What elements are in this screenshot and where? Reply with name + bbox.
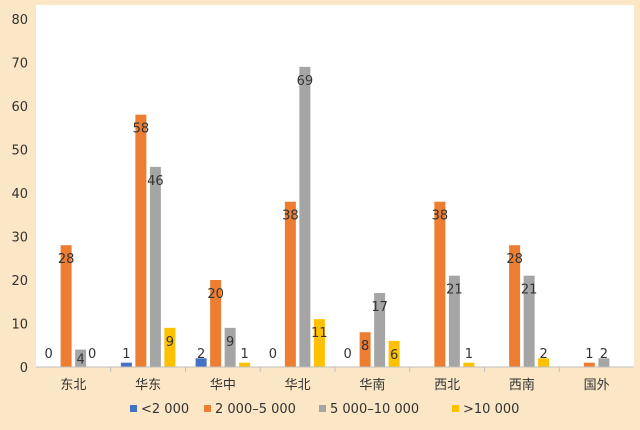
y-tick-label: 20 xyxy=(11,274,28,289)
bar xyxy=(523,275,535,367)
data-label: 1 xyxy=(122,347,130,362)
bar xyxy=(313,319,325,367)
data-label: 69 xyxy=(297,74,314,89)
legend-swatch xyxy=(204,405,211,412)
y-tick-label: 60 xyxy=(11,100,28,115)
bar xyxy=(388,340,400,367)
y-tick-label: 40 xyxy=(11,187,28,202)
category-label: 西南 xyxy=(509,377,535,393)
bar xyxy=(195,358,207,367)
category-label: 华东 xyxy=(135,378,161,393)
legend-label: 5 000–10 000 xyxy=(330,402,419,417)
category-label: 华北 xyxy=(285,378,311,393)
data-label: 2 xyxy=(539,347,547,362)
bar xyxy=(509,245,521,367)
legend: <2 000 2 000–5 000 5 000–10 000 >10 000 xyxy=(130,402,519,417)
bar xyxy=(210,280,222,367)
category-label: 华中 xyxy=(210,378,236,393)
data-label: 9 xyxy=(226,335,234,350)
data-label: 17 xyxy=(371,300,388,315)
bar xyxy=(75,349,87,367)
bar xyxy=(60,245,72,367)
data-label: 0 xyxy=(343,347,351,362)
data-label: 28 xyxy=(58,252,75,267)
category-label: 华南 xyxy=(359,377,385,393)
category-label: 东北 xyxy=(60,378,86,393)
bar xyxy=(284,201,296,367)
data-label: 21 xyxy=(521,283,538,298)
legend-swatch xyxy=(452,405,459,412)
data-label: 1 xyxy=(240,347,248,362)
data-label: 9 xyxy=(166,335,174,350)
data-label: 1 xyxy=(465,347,473,362)
data-label: 28 xyxy=(506,252,523,267)
legend-label: >10 000 xyxy=(463,402,519,417)
data-label: 8 xyxy=(361,339,369,354)
bar xyxy=(239,362,251,367)
bar xyxy=(164,327,176,367)
bar xyxy=(583,362,595,367)
bar xyxy=(120,362,132,367)
data-label: 58 xyxy=(133,122,150,137)
y-tick-label: 0 xyxy=(20,361,28,376)
data-label: 4 xyxy=(76,352,84,367)
category-label: 西北 xyxy=(434,378,460,393)
data-label: 38 xyxy=(432,209,449,224)
y-tick-label: 30 xyxy=(11,231,28,246)
data-label: 21 xyxy=(446,283,463,298)
data-label: 0 xyxy=(44,347,52,362)
y-tick-label: 10 xyxy=(11,318,28,333)
bar xyxy=(135,114,147,367)
bar xyxy=(149,166,161,367)
bar xyxy=(374,293,386,367)
legend-label: <2 000 xyxy=(141,402,189,417)
y-tick-label: 50 xyxy=(11,144,28,159)
bar xyxy=(224,327,236,367)
bar xyxy=(463,362,475,367)
data-label: 2 xyxy=(600,347,608,362)
legend-swatch xyxy=(319,405,326,412)
data-label: 0 xyxy=(269,347,277,362)
data-label: 2 xyxy=(197,347,205,362)
data-label: 6 xyxy=(390,348,398,363)
legend-label: 2 000–5 000 xyxy=(215,402,296,417)
y-axis: 0 10 20 30 40 50 60 70 80 xyxy=(11,13,28,376)
bar xyxy=(598,358,610,367)
data-label: 46 xyxy=(147,174,164,189)
y-tick-label: 80 xyxy=(11,13,28,28)
data-label: 38 xyxy=(282,209,299,224)
data-label: 11 xyxy=(311,326,328,341)
y-tick-label: 70 xyxy=(11,57,28,72)
data-label: 0 xyxy=(88,347,96,362)
bars xyxy=(60,66,610,367)
x-axis: 东北 华东 华中 华北 华南 西北 西南 国外 xyxy=(36,366,634,393)
bar xyxy=(299,66,311,367)
legend-swatch xyxy=(130,405,137,412)
bar xyxy=(538,358,550,367)
data-label: 1 xyxy=(585,347,593,362)
bar xyxy=(434,201,446,367)
category-label: 国外 xyxy=(584,378,610,393)
bar xyxy=(448,275,460,367)
bar xyxy=(359,332,371,367)
data-label: 20 xyxy=(207,287,224,302)
plot-area xyxy=(36,5,634,367)
